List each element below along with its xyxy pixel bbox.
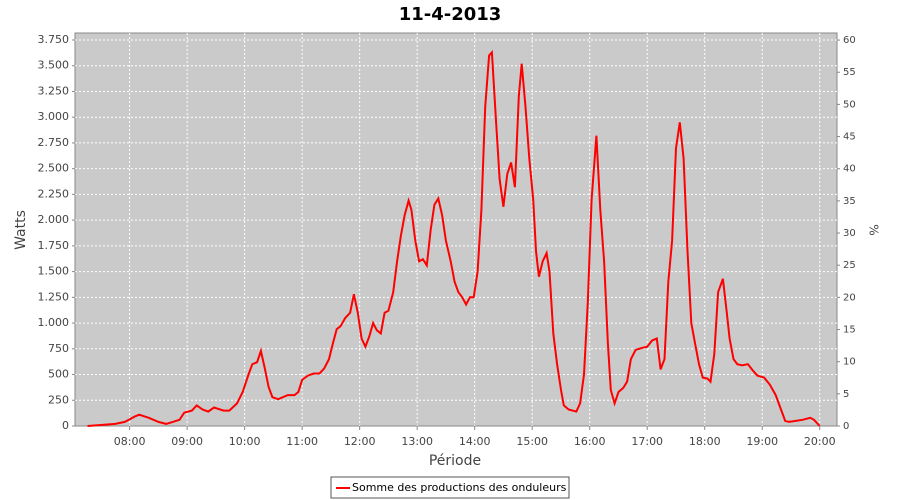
y2-tick-label: 60 bbox=[843, 35, 856, 46]
y-tick-label: 2.500 bbox=[38, 162, 70, 175]
y-tick-label: 1.250 bbox=[38, 290, 70, 303]
y2-tick-label: 35 bbox=[843, 196, 856, 207]
y-tick-label: 1.500 bbox=[38, 265, 70, 278]
x-tick-label: 15:00 bbox=[516, 435, 548, 448]
y2-tick-label: 40 bbox=[843, 164, 856, 175]
y-tick-label: 2.000 bbox=[38, 213, 70, 226]
y2-tick-label: 20 bbox=[843, 292, 856, 303]
x-tick-label: 13:00 bbox=[401, 435, 433, 448]
y-tick-label: 250 bbox=[48, 393, 69, 406]
x-tick-label: 17:00 bbox=[631, 435, 663, 448]
series-line bbox=[87, 50, 821, 427]
y2-tick-label: 15 bbox=[843, 325, 856, 336]
x-tick-label: 12:00 bbox=[344, 435, 376, 448]
y-tick-label: 3.000 bbox=[38, 110, 70, 123]
y-tick-label: 750 bbox=[48, 342, 69, 355]
x-axis-label: Période bbox=[429, 453, 481, 469]
y-tick-label: 3.750 bbox=[38, 33, 70, 46]
y-tick-label: 0 bbox=[62, 419, 69, 432]
x-tick-label: 10:00 bbox=[229, 435, 261, 448]
legend bbox=[330, 476, 570, 499]
y-tick-label: 2.250 bbox=[38, 187, 70, 200]
y2-tick-label: 30 bbox=[843, 228, 856, 239]
x-tick-label: 18:00 bbox=[689, 435, 721, 448]
y2-tick-label: 55 bbox=[843, 67, 856, 78]
x-tick-label: 08:00 bbox=[114, 435, 146, 448]
y2-tick-label: 25 bbox=[843, 260, 856, 271]
y-tick-label: 3.500 bbox=[38, 59, 70, 72]
chart-title: 11-4-2013 bbox=[399, 4, 502, 25]
x-tick-label: 20:00 bbox=[804, 435, 836, 448]
y-tick-label: 1.750 bbox=[38, 239, 70, 252]
y-tick-label: 1.000 bbox=[38, 316, 70, 329]
x-tick-label: 14:00 bbox=[459, 435, 491, 448]
y-axis-label: Watts bbox=[13, 210, 29, 250]
y2-tick-label: 50 bbox=[843, 99, 856, 110]
legend-label: Somme des productions des onduleurs bbox=[352, 481, 567, 494]
x-tick-label: 19:00 bbox=[746, 435, 778, 448]
y2-tick-label: 0 bbox=[843, 421, 849, 432]
y-tick-label: 3.250 bbox=[38, 84, 70, 97]
y2-tick-label: 45 bbox=[843, 132, 856, 143]
y2-tick-label: 5 bbox=[843, 389, 849, 400]
y-tick-label: 500 bbox=[48, 368, 69, 381]
y2-tick-label: 10 bbox=[843, 357, 856, 368]
x-tick-label: 11:00 bbox=[286, 435, 318, 448]
y-tick-label: 2.750 bbox=[38, 136, 70, 149]
y2-axis-label: % bbox=[867, 224, 881, 235]
plot-area bbox=[74, 32, 838, 427]
x-tick-label: 09:00 bbox=[171, 435, 203, 448]
x-tick-label: 16:00 bbox=[574, 435, 606, 448]
